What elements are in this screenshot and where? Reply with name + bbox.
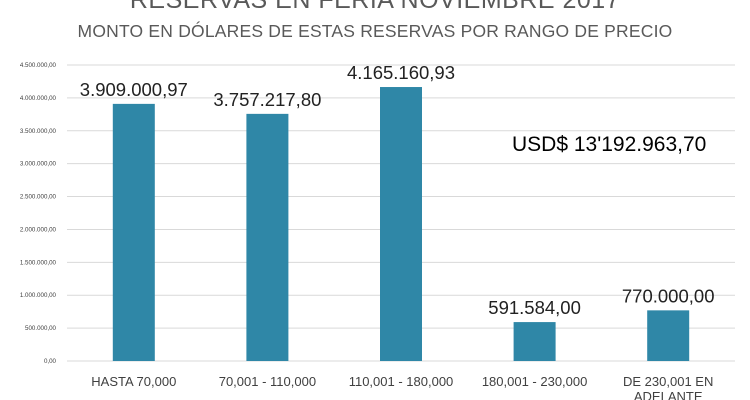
data-labels: 3.909.000,97 3.757.217,80 4.165.160,93 591.… xyxy=(80,62,715,318)
x-tick-label: ADELANTE xyxy=(634,389,703,400)
bar xyxy=(513,322,556,361)
data-label: 3.909.000,97 xyxy=(80,79,188,100)
total-annotation: USD$ 13'192.963,70 xyxy=(512,133,707,156)
y-tick-label: 2.500.000,00 xyxy=(20,194,57,201)
data-label: 770.000,00 xyxy=(622,285,715,306)
x-tick-label: DE 230,001 EN xyxy=(623,374,713,389)
y-tick-label: 2.000.000,00 xyxy=(20,226,57,233)
y-tick-label: 4.000.000,00 xyxy=(20,95,57,102)
x-tick-label: 110,001 - 180,000 xyxy=(349,374,454,389)
bar xyxy=(112,103,155,361)
bar xyxy=(246,113,289,362)
bars xyxy=(112,87,690,362)
y-tick-label: 1.000.000,00 xyxy=(20,292,57,299)
x-tick-label: HASTA 70,000 xyxy=(91,374,176,389)
y-tick-label: 3.500.000,00 xyxy=(20,128,57,135)
data-label: 3.757.217,80 xyxy=(213,89,321,110)
data-label: 4.165.160,93 xyxy=(347,62,455,83)
y-tick-label: 4.500.000,00 xyxy=(20,62,57,69)
x-tick-label: 180,001 - 230,000 xyxy=(482,374,588,389)
x-axis-labels: HASTA 70,000 70,001 - 110,000 110,001 - 18… xyxy=(91,374,713,400)
y-tick-label: 3.000.000,00 xyxy=(20,161,57,168)
y-tick-label: 0,00 xyxy=(44,358,57,365)
x-tick-label: 70,001 - 110,000 xyxy=(219,374,316,389)
y-axis-tick-labels: 0,00 500.000,00 1.000.000,00 1.500.000,00 2.… xyxy=(20,62,57,365)
data-label: 591.584,00 xyxy=(488,297,581,318)
bar xyxy=(647,310,690,361)
chart-title: RESERVAS EN FERIA NOVIEMBRE 2017 xyxy=(129,0,621,14)
bar xyxy=(380,87,422,362)
y-tick-label: 1.500.000,00 xyxy=(20,259,57,266)
chart-subtitle: MONTO EN DÓLARES DE ESTAS RESERVAS POR R… xyxy=(77,21,673,41)
y-tick-label: 500.000,00 xyxy=(25,325,57,332)
